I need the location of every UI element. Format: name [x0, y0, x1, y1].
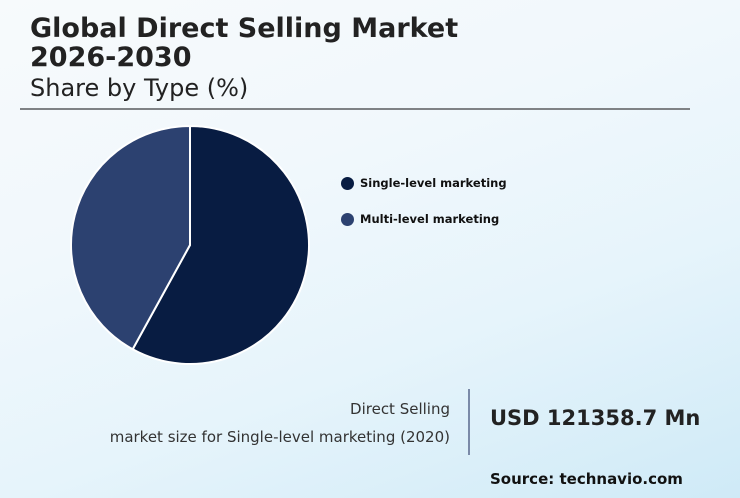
chart-title: Global Direct Selling Market 2026-2030 — [30, 14, 458, 72]
pie-chart — [70, 125, 310, 365]
legend-label: Single-level marketing — [360, 176, 507, 190]
header-divider — [20, 108, 690, 110]
legend-label: Multi-level marketing — [360, 212, 500, 226]
pie-slice-multi-level-marketing — [70, 125, 191, 351]
title-line-2: 2026-2030 — [30, 42, 192, 73]
stat-divider — [468, 389, 470, 455]
legend-marker-icon — [341, 212, 354, 226]
stat-label-line-2: market size for Single-level marketing (… — [109, 428, 450, 446]
legend-marker-icon — [341, 176, 354, 190]
source-credit: Source: technavio.com — [490, 470, 683, 488]
legend: Single-level marketing Multi-level marke… — [341, 174, 507, 246]
legend-item-single-level: Single-level marketing — [341, 174, 507, 192]
title-line-1: Global Direct Selling Market — [30, 13, 459, 44]
chart-subtitle: Share by Type (%) — [30, 74, 249, 102]
stat-value: USD 121358.7 Mn — [490, 406, 701, 430]
stat-label-line-1: Direct Selling — [350, 400, 450, 418]
legend-item-multi-level: Multi-level marketing — [341, 210, 507, 228]
pie-slice-single-level-marketing — [131, 125, 310, 365]
